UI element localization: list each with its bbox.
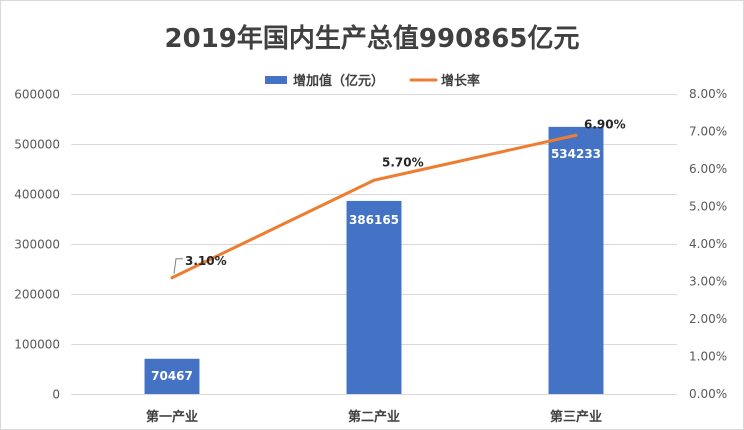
y-right-tick-label: 8.00% [689, 87, 727, 101]
y-left-tick-label: 500000 [14, 138, 60, 152]
growth-rate-value-label: 6.90% [584, 117, 626, 131]
x-category-label: 第三产业 [550, 409, 602, 425]
y-left-tick-label: 300000 [14, 238, 60, 252]
y-left-tick-label: 600000 [14, 88, 60, 102]
y-right-tick-label: 2.00% [689, 312, 727, 326]
growth-rate-value-label: 5.70% [382, 155, 424, 169]
y-right-tick-label: 7.00% [689, 125, 727, 139]
legend-swatch-bar [265, 76, 287, 84]
y-right-tick-label: 3.00% [689, 275, 727, 289]
bar-value-label: 534233 [551, 147, 601, 161]
y-right-tick-label: 1.00% [689, 350, 727, 364]
y-right-tick-label: 6.00% [689, 162, 727, 176]
axes: 0 100000 200000 300000 400000 500000 600000 0.0… [14, 87, 727, 425]
bar [548, 126, 604, 395]
growth-rate-point [574, 133, 578, 137]
y-right-tick-label: 5.00% [689, 200, 727, 214]
bar [144, 358, 200, 394]
data-label-leader-line [173, 258, 183, 274]
legend-label-line: 增长率 [441, 73, 480, 89]
y-left-tick-label: 200000 [14, 288, 60, 302]
bar-series [144, 126, 604, 395]
line-series [170, 133, 578, 280]
bar-value-label: 70467 [151, 369, 193, 383]
growth-rate-value-label: 3.10% [185, 254, 227, 268]
y-right-tick-label: 4.00% [689, 237, 727, 251]
bar-value-label: 386165 [349, 213, 399, 227]
growth-rate-point [372, 178, 376, 182]
bar [346, 200, 402, 394]
legend-label-bar: 增加值（亿元） [293, 73, 384, 89]
chart-title: 2019年国内生产总值990865亿元 [165, 23, 580, 54]
growth-rate-point [170, 276, 174, 280]
y-left-tick-label: 0 [52, 388, 60, 402]
y-left-tick-label: 400000 [14, 188, 60, 202]
y-right-tick-label: 0.00% [689, 387, 727, 401]
data-labels: 70467 386165 534233 3.10% 5.70% 6.90% [151, 117, 626, 383]
x-category-label: 第二产业 [348, 409, 400, 425]
legend: 增加值（亿元） 增长率 [265, 73, 480, 89]
y-left-tick-label: 100000 [14, 338, 60, 352]
x-category-label: 第一产业 [146, 409, 198, 425]
